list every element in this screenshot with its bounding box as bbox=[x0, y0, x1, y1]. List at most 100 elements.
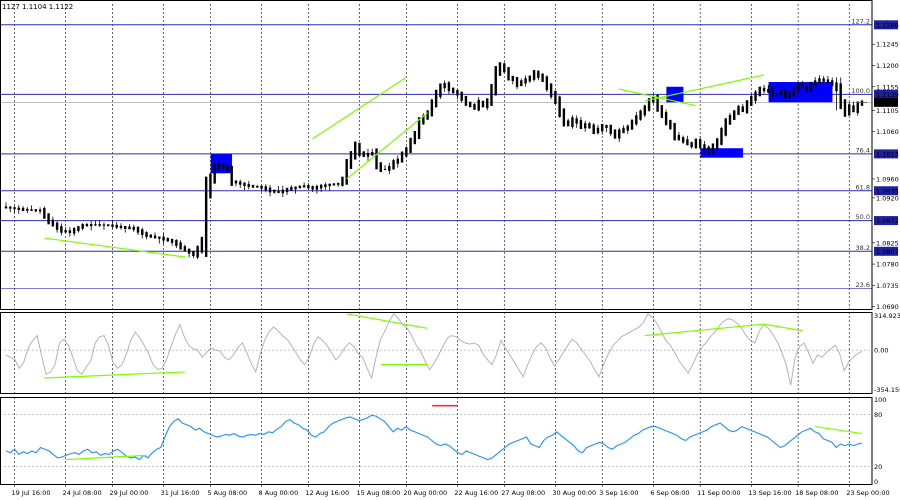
candle-body bbox=[464, 96, 468, 106]
candle-body bbox=[362, 151, 365, 157]
candle-body bbox=[251, 184, 255, 188]
candle-body bbox=[72, 228, 76, 234]
price-tag bbox=[874, 246, 898, 256]
candle-body bbox=[451, 87, 455, 93]
candle-body bbox=[64, 229, 67, 233]
candle-body bbox=[754, 91, 757, 101]
candle-body bbox=[268, 187, 272, 193]
candle-body bbox=[162, 236, 165, 241]
candle-body bbox=[77, 226, 80, 232]
candle-body bbox=[132, 226, 135, 230]
candle-body bbox=[358, 142, 361, 157]
candle-body bbox=[703, 144, 706, 150]
candle-body bbox=[720, 127, 723, 145]
candle-body bbox=[805, 85, 808, 91]
candle-body bbox=[741, 106, 744, 113]
candle-body bbox=[119, 225, 123, 228]
candle-body bbox=[728, 115, 732, 125]
candle-body bbox=[324, 184, 327, 188]
candle-body bbox=[434, 89, 438, 108]
panel-frame bbox=[0, 312, 873, 394]
candle-body bbox=[792, 86, 796, 97]
candle-body bbox=[158, 236, 161, 239]
fib-level-label: 50.0 bbox=[856, 213, 870, 221]
candle-body bbox=[558, 96, 561, 118]
candle-body bbox=[852, 105, 855, 113]
candle-body bbox=[285, 187, 289, 193]
cci-trend-line bbox=[346, 313, 428, 329]
y-tick-label: 1.0825 bbox=[876, 239, 899, 247]
x-tick-label: 30 Aug 00:00 bbox=[552, 489, 596, 497]
trend-line bbox=[312, 76, 407, 140]
candle-body bbox=[630, 119, 634, 130]
cci-trend-line bbox=[44, 371, 185, 379]
candle-body bbox=[860, 100, 864, 106]
candle-body bbox=[541, 73, 544, 82]
candle-body bbox=[813, 80, 817, 87]
candle-body bbox=[571, 117, 574, 128]
candle-body bbox=[345, 159, 348, 185]
candle-body bbox=[179, 242, 182, 250]
trend-line bbox=[346, 112, 428, 180]
candle-body bbox=[677, 134, 681, 141]
candle-body bbox=[107, 224, 110, 227]
candle-body bbox=[55, 222, 59, 230]
candle-body bbox=[426, 110, 429, 120]
price-tag bbox=[874, 216, 898, 226]
candle-body bbox=[609, 124, 612, 134]
x-tick-label: 3 Sep 16:00 bbox=[599, 489, 638, 497]
price-tag bbox=[874, 97, 898, 107]
candle-body bbox=[596, 127, 600, 134]
candle-body bbox=[34, 209, 38, 212]
candle-body bbox=[349, 151, 353, 169]
candle-body bbox=[545, 76, 549, 91]
candle-body bbox=[332, 183, 336, 186]
candle-body bbox=[856, 101, 859, 114]
candle-body bbox=[298, 185, 302, 189]
candle-body bbox=[605, 124, 608, 129]
candle-body bbox=[68, 230, 72, 234]
x-tick-label: 18 Sep 08:00 bbox=[795, 489, 838, 497]
candle-body bbox=[724, 118, 727, 136]
x-tick-label: 20 Aug 00:00 bbox=[403, 489, 447, 497]
candle-body bbox=[405, 147, 408, 157]
candle-body bbox=[192, 250, 195, 256]
candle-body bbox=[532, 70, 536, 80]
candle-body bbox=[583, 123, 587, 129]
candle-body bbox=[694, 138, 698, 149]
candle-body bbox=[315, 185, 319, 190]
candle-body bbox=[601, 123, 604, 132]
candle-body bbox=[307, 184, 310, 189]
candle-body bbox=[784, 89, 787, 99]
candle-body bbox=[153, 235, 157, 239]
candle-body bbox=[409, 137, 412, 153]
y-tick-label: 1.1105 bbox=[876, 107, 899, 115]
rsi-axis-label: 100 bbox=[874, 396, 886, 404]
candle-body bbox=[226, 165, 229, 173]
candle-body bbox=[264, 186, 267, 191]
fib-level-label: 127.2 bbox=[851, 17, 870, 25]
x-tick-label: 13 Sep 16:00 bbox=[748, 489, 791, 497]
x-tick-label: 8 Aug 00:00 bbox=[259, 489, 299, 497]
candle-body bbox=[788, 92, 791, 98]
candle-body bbox=[771, 89, 774, 97]
candle-body bbox=[102, 224, 106, 226]
candle-body bbox=[473, 103, 476, 110]
candle-body bbox=[430, 99, 434, 117]
candle-body bbox=[664, 112, 668, 126]
cci-line bbox=[5, 312, 863, 386]
candle-body bbox=[175, 239, 178, 246]
candle-body bbox=[277, 190, 280, 193]
trend-line bbox=[619, 88, 697, 107]
candle-body bbox=[204, 176, 208, 257]
x-tick-label: 6 Sep 08:00 bbox=[650, 489, 689, 497]
candle-body bbox=[319, 184, 323, 189]
candle-body bbox=[669, 119, 672, 130]
candle-body bbox=[762, 87, 766, 92]
candle-body bbox=[439, 83, 442, 98]
axis-layer: 19 Jul 16:00 24 Jul 08:00 29 Jul 00:00 31 J… bbox=[12, 20, 900, 497]
candle-body bbox=[200, 236, 204, 253]
candle-body bbox=[311, 186, 314, 190]
x-tick-label: 11 Sep 00:00 bbox=[697, 489, 740, 497]
